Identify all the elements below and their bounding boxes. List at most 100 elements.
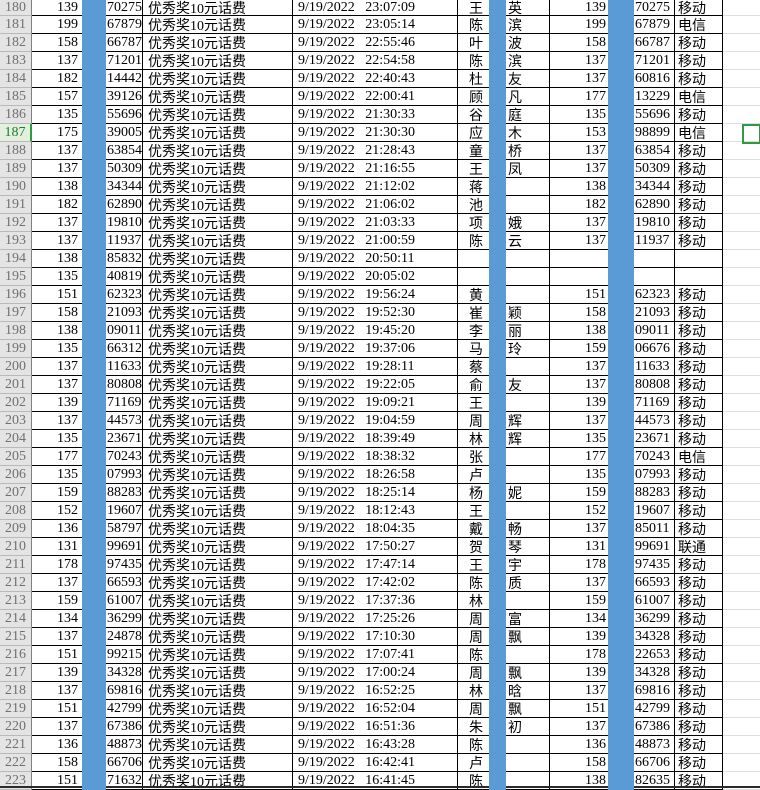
prize-cell[interactable]: 优秀奖10元话费	[143, 322, 293, 340]
datetime-cell[interactable]: 9/19/2022 17:42:02	[293, 574, 458, 592]
empty-gutter-cell[interactable]	[723, 592, 760, 610]
carrier-cell[interactable]: 移动	[675, 52, 723, 70]
prize-cell[interactable]: 优秀奖10元话费	[143, 394, 293, 412]
empty-gutter-cell[interactable]	[723, 16, 760, 34]
prize-cell[interactable]: 优秀奖10元话费	[143, 592, 293, 610]
row-header-cell[interactable]: 181	[0, 16, 32, 34]
datetime-cell[interactable]: 9/19/2022 16:52:25	[293, 682, 458, 700]
carrier-cell[interactable]: 移动	[675, 304, 723, 322]
empty-gutter-cell[interactable]	[723, 466, 760, 484]
carrier-cell[interactable]: 移动	[675, 160, 723, 178]
datetime-cell[interactable]: 9/19/2022 16:43:28	[293, 736, 458, 754]
row-header-cell[interactable]: 218	[0, 682, 32, 700]
empty-gutter-cell[interactable]	[723, 214, 760, 232]
datetime-cell[interactable]: 9/19/2022 17:25:26	[293, 610, 458, 628]
empty-gutter-cell[interactable]	[723, 556, 760, 574]
empty-gutter-cell[interactable]	[723, 412, 760, 430]
empty-gutter-cell[interactable]	[723, 664, 760, 682]
row-header-cell[interactable]: 206	[0, 466, 32, 484]
datetime-cell[interactable]: 9/19/2022 17:07:41	[293, 646, 458, 664]
prize-cell[interactable]: 优秀奖10元话费	[143, 412, 293, 430]
row-header-cell[interactable]: 189	[0, 160, 32, 178]
empty-gutter-cell[interactable]	[723, 286, 760, 304]
row-header-cell[interactable]: 187	[0, 124, 32, 142]
carrier-cell[interactable]: 移动	[675, 628, 723, 646]
row-header-cell[interactable]: 216	[0, 646, 32, 664]
datetime-cell[interactable]: 9/19/2022 21:30:30	[293, 124, 458, 142]
carrier-cell[interactable]: 移动	[675, 700, 723, 718]
prize-cell[interactable]: 优秀奖10元话费	[143, 16, 293, 34]
datetime-cell[interactable]: 9/19/2022 16:52:04	[293, 700, 458, 718]
datetime-cell[interactable]: 9/19/2022 18:26:58	[293, 466, 458, 484]
row-header-cell[interactable]: 208	[0, 502, 32, 520]
carrier-cell[interactable]: 移动	[675, 736, 723, 754]
prize-cell[interactable]: 优秀奖10元话费	[143, 124, 293, 142]
datetime-cell[interactable]: 9/19/2022 18:38:32	[293, 448, 458, 466]
empty-gutter-cell[interactable]	[723, 646, 760, 664]
carrier-cell[interactable]: 移动	[675, 646, 723, 664]
row-header-cell[interactable]: 205	[0, 448, 32, 466]
row-header-cell[interactable]: 180	[0, 0, 32, 16]
empty-gutter-cell[interactable]	[723, 196, 760, 214]
carrier-cell[interactable]: 移动	[675, 178, 723, 196]
empty-gutter-cell[interactable]	[723, 448, 760, 466]
prize-cell[interactable]: 优秀奖10元话费	[143, 736, 293, 754]
carrier-cell[interactable]: 移动	[675, 34, 723, 52]
carrier-cell[interactable]: 移动	[675, 592, 723, 610]
datetime-cell[interactable]: 9/19/2022 21:12:02	[293, 178, 458, 196]
empty-gutter-cell[interactable]	[723, 394, 760, 412]
prize-cell[interactable]: 优秀奖10元话费	[143, 52, 293, 70]
empty-gutter-cell[interactable]	[723, 124, 760, 142]
empty-gutter-cell[interactable]	[723, 574, 760, 592]
row-header-cell[interactable]: 198	[0, 322, 32, 340]
prize-cell[interactable]: 优秀奖10元话费	[143, 160, 293, 178]
carrier-cell[interactable]: 移动	[675, 574, 723, 592]
datetime-cell[interactable]: 9/19/2022 21:30:33	[293, 106, 458, 124]
datetime-cell[interactable]: 9/19/2022 19:45:20	[293, 322, 458, 340]
prize-cell[interactable]: 优秀奖10元话费	[143, 304, 293, 322]
datetime-cell[interactable]: 9/19/2022 19:09:21	[293, 394, 458, 412]
phone-number-cell-left[interactable]: 182 62890	[32, 196, 143, 214]
carrier-cell[interactable]	[675, 250, 723, 268]
prize-cell[interactable]: 优秀奖10元话费	[143, 574, 293, 592]
row-header-cell[interactable]: 193	[0, 232, 32, 250]
datetime-cell[interactable]: 9/19/2022 21:16:55	[293, 160, 458, 178]
prize-cell[interactable]: 优秀奖10元话费	[143, 538, 293, 556]
carrier-cell[interactable]: 移动	[675, 502, 723, 520]
datetime-cell[interactable]: 9/19/2022 22:00:41	[293, 88, 458, 106]
datetime-cell[interactable]: 9/19/2022 23:07:09	[293, 0, 458, 16]
datetime-cell[interactable]: 9/19/2022 18:39:49	[293, 430, 458, 448]
datetime-cell[interactable]: 9/19/2022 17:50:27	[293, 538, 458, 556]
empty-gutter-cell[interactable]	[723, 70, 760, 88]
datetime-cell[interactable]: 9/19/2022 18:25:14	[293, 484, 458, 502]
prize-cell[interactable]: 优秀奖10元话费	[143, 0, 293, 16]
datetime-cell[interactable]: 9/19/2022 21:03:33	[293, 214, 458, 232]
row-header-cell[interactable]: 213	[0, 592, 32, 610]
datetime-cell[interactable]: 9/19/2022 16:51:36	[293, 718, 458, 736]
prize-cell[interactable]: 优秀奖10元话费	[143, 682, 293, 700]
empty-gutter-cell[interactable]	[723, 520, 760, 538]
prize-cell[interactable]: 优秀奖10元话费	[143, 358, 293, 376]
datetime-cell[interactable]: 9/19/2022 19:52:30	[293, 304, 458, 322]
prize-cell[interactable]: 优秀奖10元话费	[143, 376, 293, 394]
prize-cell[interactable]: 优秀奖10元话费	[143, 520, 293, 538]
prize-cell[interactable]: 优秀奖10元话费	[143, 556, 293, 574]
carrier-cell[interactable]: 移动	[675, 466, 723, 484]
datetime-cell[interactable]: 9/19/2022 20:05:02	[293, 268, 458, 286]
datetime-cell[interactable]: 9/19/2022 21:28:43	[293, 142, 458, 160]
prize-cell[interactable]: 优秀奖10元话费	[143, 142, 293, 160]
empty-gutter-cell[interactable]	[723, 142, 760, 160]
empty-gutter-cell[interactable]	[723, 682, 760, 700]
prize-cell[interactable]: 优秀奖10元话费	[143, 754, 293, 772]
carrier-cell[interactable]: 移动	[675, 196, 723, 214]
carrier-cell[interactable]: 移动	[675, 376, 723, 394]
row-header-cell[interactable]: 217	[0, 664, 32, 682]
carrier-cell[interactable]: 移动	[675, 610, 723, 628]
datetime-cell[interactable]: 9/19/2022 17:37:36	[293, 592, 458, 610]
prize-cell[interactable]: 优秀奖10元话费	[143, 268, 293, 286]
carrier-cell[interactable]: 移动	[675, 520, 723, 538]
carrier-cell[interactable]: 移动	[675, 556, 723, 574]
prize-cell[interactable]: 优秀奖10元话费	[143, 196, 293, 214]
carrier-cell[interactable]: 移动	[675, 358, 723, 376]
carrier-cell[interactable]: 移动	[675, 142, 723, 160]
